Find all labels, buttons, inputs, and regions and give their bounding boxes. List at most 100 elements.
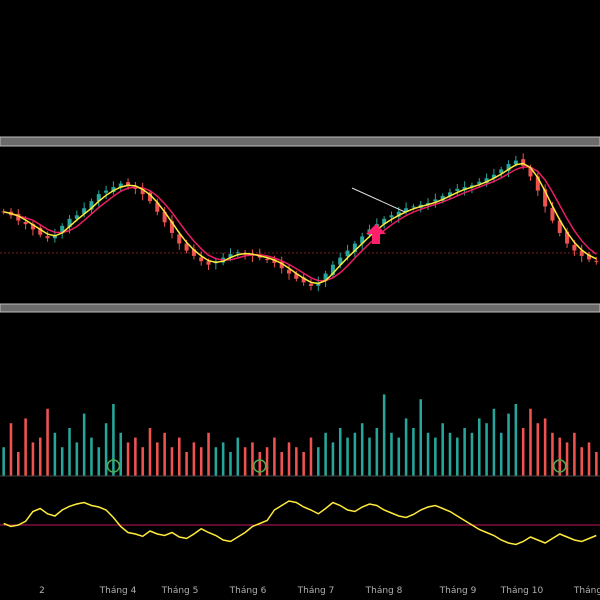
- candle-body: [16, 213, 21, 221]
- candle: [469, 182, 474, 194]
- candle-body: [74, 215, 79, 219]
- candle: [579, 244, 584, 263]
- x-tick-label: Tháng 8: [365, 586, 403, 596]
- volume-series: [2, 394, 598, 476]
- candle: [330, 261, 335, 278]
- candle: [228, 248, 233, 262]
- candle: [279, 256, 284, 274]
- candle: [382, 216, 387, 229]
- candle: [389, 211, 394, 223]
- candle-body: [104, 190, 109, 193]
- candle-body: [184, 243, 189, 251]
- candle-body: [228, 254, 233, 258]
- candle: [323, 270, 328, 288]
- candle-body: [177, 234, 182, 244]
- candle-body: [235, 252, 240, 254]
- candle-body: [45, 236, 50, 239]
- candle: [169, 215, 174, 239]
- candle: [30, 221, 35, 236]
- candle-body: [111, 187, 116, 192]
- candle-body: [543, 189, 548, 207]
- candle-body: [404, 208, 409, 212]
- candle: [96, 190, 101, 207]
- candle: [38, 224, 43, 238]
- up-arrow-icon: [366, 224, 386, 244]
- candle-body: [491, 174, 496, 179]
- candle-body: [96, 194, 101, 202]
- candle-body: [206, 261, 211, 265]
- oscillator-panel: [0, 500, 600, 546]
- candle-body: [169, 220, 174, 233]
- candle-body: [301, 277, 306, 283]
- candle-body: [455, 188, 460, 191]
- candle-body: [191, 249, 196, 256]
- candle-body: [162, 211, 167, 223]
- candle: [308, 279, 313, 291]
- candle-body: [30, 224, 35, 230]
- candle-body: [469, 185, 474, 188]
- oscillator-line: [3, 500, 597, 546]
- candle-body: [272, 259, 277, 263]
- candle-body: [484, 178, 489, 184]
- candle: [1, 208, 6, 215]
- candle-body: [579, 250, 584, 256]
- candle-body: [323, 273, 328, 281]
- candle: [199, 251, 204, 266]
- candle-body: [587, 254, 592, 260]
- candle: [360, 232, 365, 250]
- candle: [491, 168, 496, 183]
- candle: [45, 231, 50, 242]
- x-tick-label: Tháng 4: [99, 586, 137, 596]
- candle-body: [89, 201, 94, 210]
- candle-body: [147, 192, 153, 202]
- candle-body: [447, 192, 453, 196]
- candle: [118, 180, 123, 191]
- candle-body: [60, 225, 65, 234]
- candle-body: [433, 199, 438, 202]
- ma-fast-line: [3, 162, 597, 285]
- candle-body: [513, 160, 518, 165]
- candle-body: [279, 261, 284, 269]
- volume-marker-circle: [253, 459, 267, 473]
- candle-body: [23, 222, 28, 225]
- candle-body: [82, 208, 87, 214]
- volume-marker-circle: [553, 459, 567, 473]
- candle-body: [308, 283, 313, 286]
- candle-body: [521, 159, 526, 166]
- candle-body: [506, 164, 511, 171]
- candle-body: [155, 202, 160, 212]
- candle: [447, 188, 453, 200]
- candle-body: [338, 257, 343, 265]
- candle: [191, 244, 196, 260]
- candle-body: [140, 188, 145, 195]
- candle-body: [352, 243, 357, 252]
- candle-body: [411, 206, 416, 208]
- candle: [221, 252, 226, 266]
- candle-body: [382, 218, 387, 225]
- candle-body: [360, 236, 365, 244]
- x-tick-label: Tháng 5: [161, 586, 199, 596]
- candle: [162, 207, 167, 227]
- x-tick-label: Tháng 6: [229, 586, 267, 596]
- volume-marker-circle: [106, 459, 121, 473]
- candle-body: [550, 207, 555, 221]
- candle: [455, 184, 460, 196]
- price-channel: [0, 136, 600, 313]
- candle-body: [528, 167, 533, 177]
- annotations: [351, 187, 406, 244]
- upper-channel-band: [0, 136, 600, 147]
- candle-body: [294, 273, 299, 279]
- candle-body: [396, 211, 401, 217]
- candle: [111, 181, 116, 195]
- x-tick-label: Tháng 9: [439, 586, 477, 596]
- candle-body: [1, 211, 6, 213]
- x-tick-label: 2: [39, 586, 45, 596]
- candle-body: [38, 228, 43, 235]
- candle-body: [535, 176, 540, 191]
- candle-body: [557, 220, 562, 233]
- candle-body: [565, 231, 570, 244]
- moving-averages: [3, 162, 597, 285]
- candle-body: [389, 215, 394, 218]
- candle: [433, 193, 438, 208]
